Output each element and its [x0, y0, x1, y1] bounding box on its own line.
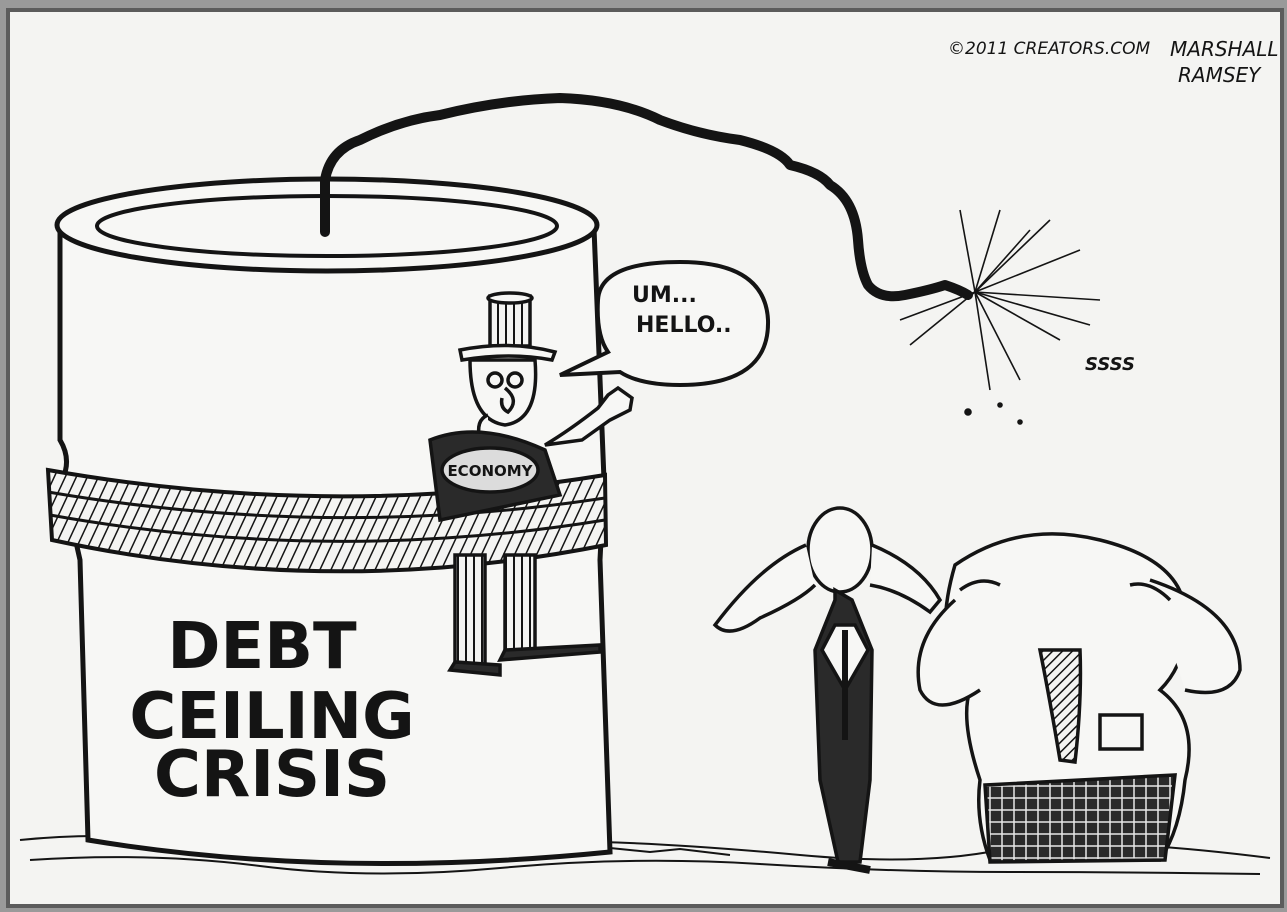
- label-line-3: CRISIS: [154, 738, 390, 812]
- economy-sash: ECONOMY: [447, 462, 533, 480]
- speech-line-2: HELLO..: [636, 313, 732, 338]
- copyright-text: ©2011 CREATORS.COM: [948, 39, 1151, 59]
- artist-line-1: MARSHALL: [1170, 37, 1279, 61]
- fuse: [320, 93, 973, 302]
- president-figure: [712, 506, 943, 874]
- label-line-1: DEBT: [167, 610, 357, 684]
- artist-signature: ©2011 CREATORS.COM MARSHALL RAMSEY: [948, 37, 1279, 87]
- spark-icon: [899, 209, 1101, 425]
- speech-line-1: UM...: [632, 283, 697, 308]
- candle-label: DEBT CEILING CRISIS: [129, 610, 414, 812]
- label-line-2: CEILING: [129, 680, 414, 754]
- speech-bubble: UM... HELLO..: [559, 259, 771, 388]
- sound-effect: SSSS: [1085, 354, 1135, 375]
- artist-line-2: RAMSEY: [1178, 63, 1262, 87]
- elephant-figure: [916, 532, 1242, 864]
- uncle-sam-figure: ECONOMY: [428, 291, 634, 677]
